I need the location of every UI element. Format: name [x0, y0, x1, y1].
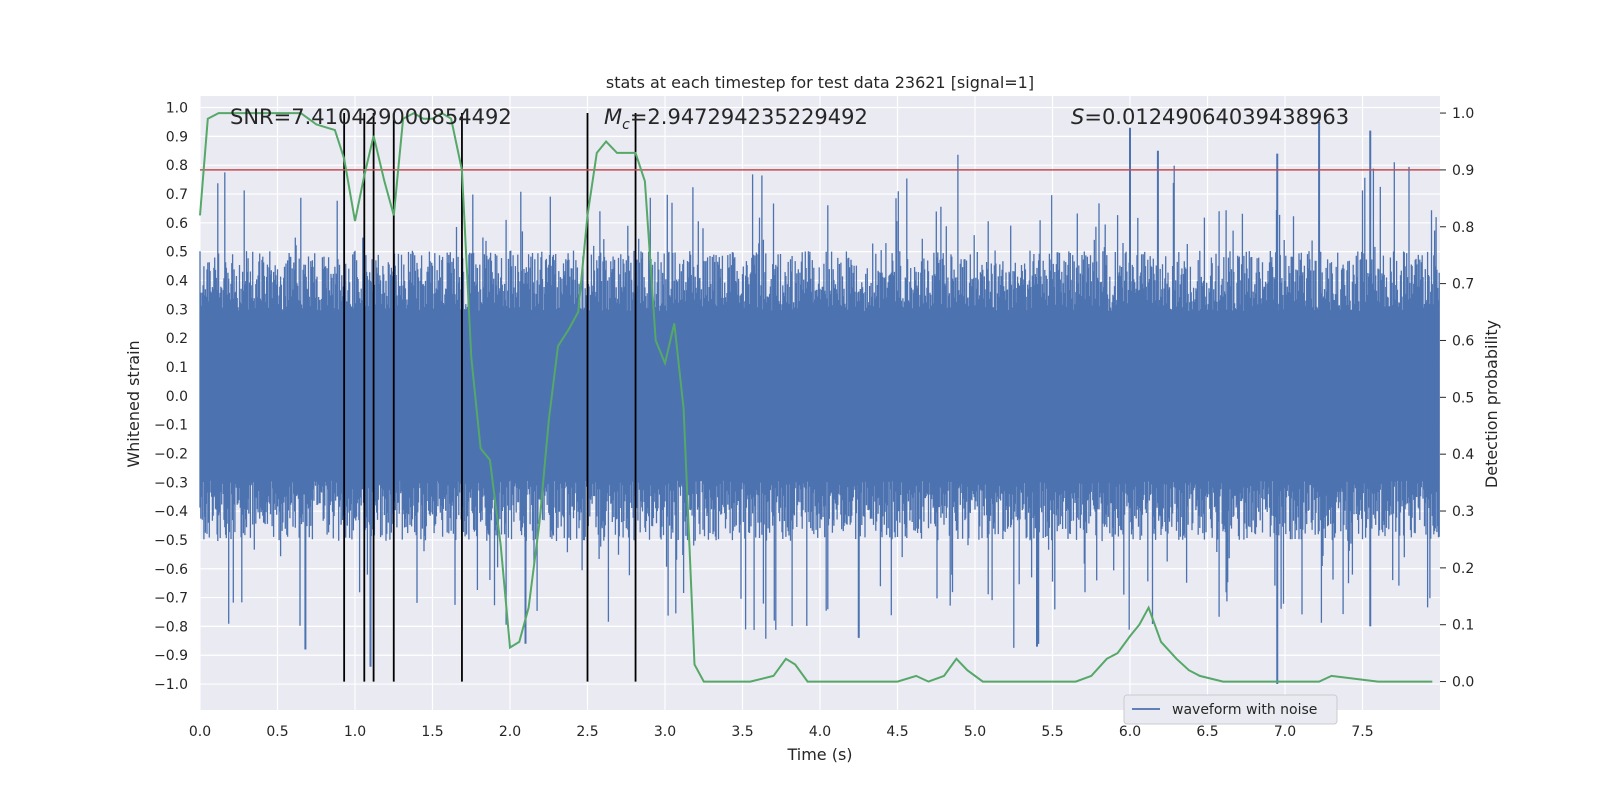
x-tick-label: 4.5 [886, 724, 908, 740]
y-tick-label-left: 0.5 [166, 245, 188, 261]
y-tick-label-left: −0.3 [154, 475, 188, 491]
y-tick-label-left: 0.1 [166, 360, 188, 376]
probability-line [199, 111, 1433, 683]
x-tick-label: 2.5 [576, 724, 598, 740]
s-value: =0.01249064039438963 [1084, 105, 1349, 129]
y-tick-label-left: 1.0 [166, 101, 188, 117]
s-annotation: S=0.01249064039438963 [1071, 105, 1349, 129]
chirp-mass-annotation: Mc=2.947294235229492 [604, 105, 868, 133]
chirp-mass-symbol: M [604, 105, 622, 129]
x-tick-label: 7.0 [1274, 724, 1296, 740]
legend: waveform with noise [1123, 694, 1338, 725]
y-tick-label-left: 0.2 [166, 331, 188, 347]
chirp-mass-value: =2.947294235229492 [630, 105, 868, 129]
x-tick-label: 7.5 [1351, 724, 1373, 740]
y-tick-label-right: 0.9 [1452, 163, 1474, 179]
chirp-mass-subscript: c [622, 117, 630, 133]
y-tick-label-left: −0.4 [154, 504, 188, 520]
y-tick-label-right: 0.6 [1452, 333, 1474, 349]
y-tick-label-left: 0.9 [166, 129, 188, 145]
legend-label: waveform with noise [1172, 702, 1317, 718]
x-tick-label: 3.0 [654, 724, 676, 740]
y-tick-label-left: 0.3 [166, 302, 188, 318]
x-tick-label: 1.5 [421, 724, 443, 740]
x-tick-label: 3.5 [731, 724, 753, 740]
x-tick-label: 0.0 [189, 724, 211, 740]
x-tick-label: 4.0 [809, 724, 831, 740]
y-tick-label-left: −0.9 [154, 648, 188, 664]
y-axis-label-left: Whitened strain [124, 340, 143, 467]
y-tick-label-left: −0.5 [154, 533, 188, 549]
x-tick-labels: 0.0 0.5 1.0 1.5 2.0 2.5 3.0 3.5 4.0 4.5 5.0 5.5 6.0 6… [189, 724, 1374, 740]
y-tick-label-left: −1.0 [154, 677, 188, 693]
y-axis-label-right: Detection probability [1482, 320, 1501, 488]
y-tick-label-left: −0.6 [154, 562, 188, 578]
x-tick-label: 0.5 [266, 724, 288, 740]
y-tick-label-left: 0.4 [166, 273, 188, 289]
x-tick-label: 2.0 [499, 724, 521, 740]
y-tick-label-right: 0.1 [1452, 618, 1474, 634]
y-tick-label-left: −0.2 [154, 446, 188, 462]
y-tick-label-left: 0.8 [166, 158, 188, 174]
legend-box [1123, 694, 1338, 725]
y-tick-label-left: −0.8 [154, 619, 188, 635]
snr-annotation: SNR=7.410429000854492 [230, 105, 512, 129]
x-axis-label: Time (s) [786, 745, 852, 764]
y-tick-label-right: 0.8 [1452, 220, 1474, 236]
y-tick-label-right: 0.7 [1452, 277, 1474, 293]
y-tick-label-right: 0.0 [1452, 675, 1474, 691]
x-tick-label: 5.0 [964, 724, 986, 740]
x-tick-label: 1.0 [344, 724, 366, 740]
y-tick-label-left: −0.7 [154, 591, 188, 607]
x-tick-label: 5.5 [1041, 724, 1063, 740]
x-tick-label: 6.5 [1196, 724, 1218, 740]
x-tick-label: 6.0 [1119, 724, 1141, 740]
y-tick-label-left: 0.7 [166, 187, 188, 203]
y-tick-label-right: 1.0 [1452, 106, 1474, 122]
probability-series [199, 111, 1433, 683]
y-tick-label-left: 0.0 [166, 389, 188, 405]
y-tick-label-left: −0.1 [154, 418, 188, 434]
y-tick-label-left: 0.6 [166, 216, 188, 232]
y-tick-label-right: 0.3 [1452, 504, 1474, 520]
y-tick-labels-right: 1.0 0.9 0.8 0.7 0.6 0.5 0.4 0.3 0.2 0.1 0.0 [1440, 106, 1474, 691]
chart-title: stats at each timestep for test data 236… [606, 73, 1034, 92]
y-tick-label-right: 0.4 [1452, 447, 1474, 463]
s-symbol: S [1071, 105, 1084, 129]
y-tick-labels-left: 1.0 0.9 0.8 0.7 0.6 0.5 0.4 0.3 0.2 0.1 0.0 −0.1 −0.… [154, 101, 188, 694]
y-tick-label-right: 0.5 [1452, 390, 1474, 406]
y-tick-label-right: 0.2 [1452, 561, 1474, 577]
